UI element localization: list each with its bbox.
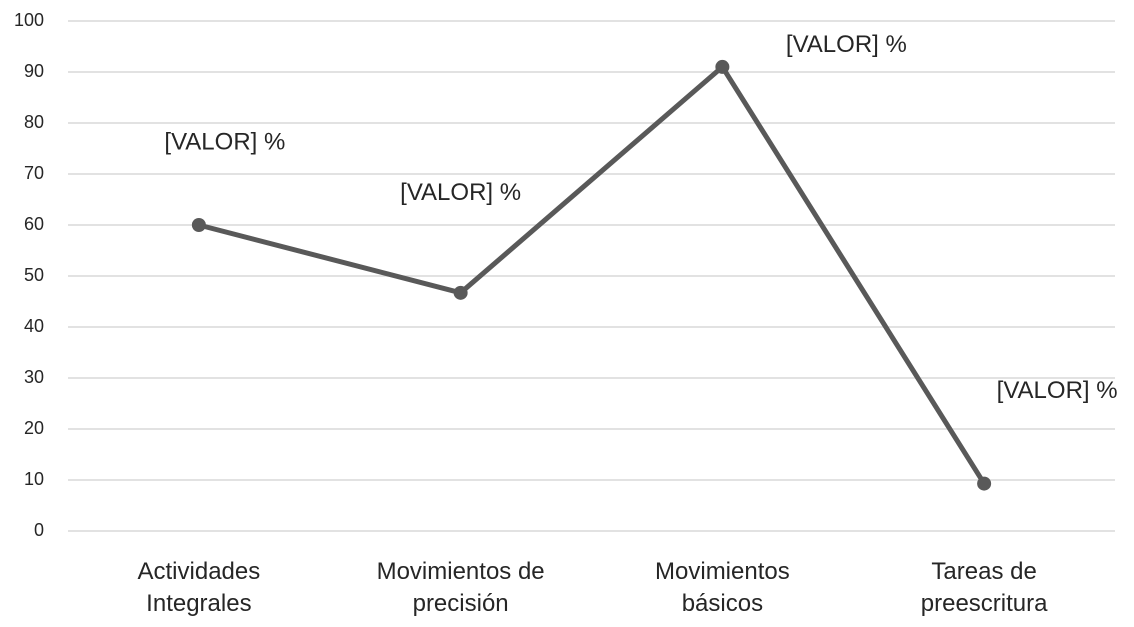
point <box>191 218 206 232</box>
point <box>453 285 468 300</box>
line <box>198 64 987 485</box>
y-tick-label: 100 <box>14 10 44 30</box>
x-tick-label: Movimientos básicos <box>655 558 790 617</box>
y-tick-label: 30 <box>24 367 44 387</box>
data-label: [VALOR] % <box>164 128 285 155</box>
point <box>715 59 730 74</box>
x-tick-label: Movimientos de precisión <box>376 558 545 617</box>
data-label: [VALOR] % <box>997 377 1118 404</box>
y-tick-label: 90 <box>24 61 44 81</box>
x-tick-label: Tareas de preescritura <box>920 558 1048 617</box>
y-tick-label: 50 <box>24 265 44 285</box>
y-tick-label: 0 <box>34 520 44 540</box>
data-label: [VALOR] % <box>786 31 907 58</box>
x-tick-label: Actividades Integrales <box>137 558 261 617</box>
y-tick-label: 60 <box>24 214 44 234</box>
y-tick-label: 80 <box>24 112 44 132</box>
data-label: [VALOR] % <box>400 179 521 206</box>
point <box>977 476 992 491</box>
y-tick-label: 40 <box>24 316 44 336</box>
y-tick-label: 10 <box>24 469 44 489</box>
y-tick-label: 70 <box>24 163 44 183</box>
y-tick-label: 20 <box>24 418 44 438</box>
